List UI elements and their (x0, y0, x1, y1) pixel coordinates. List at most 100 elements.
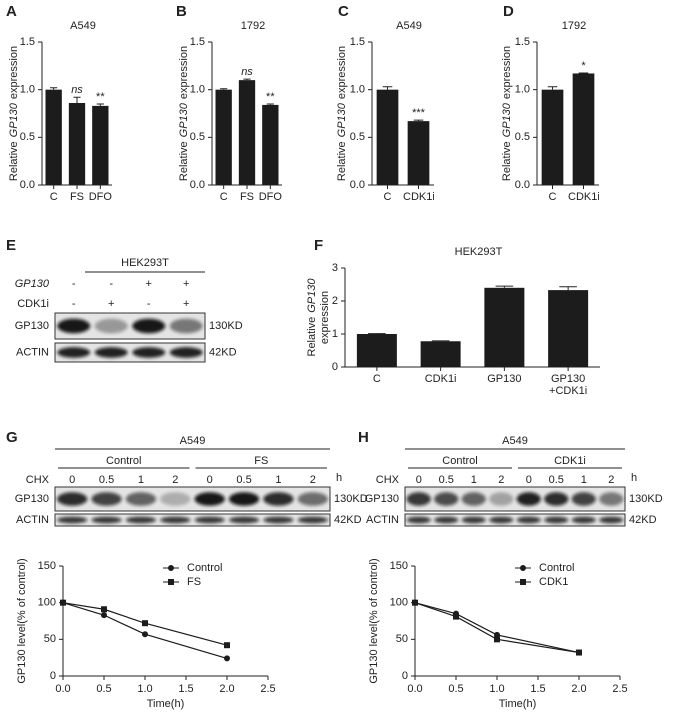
y-tick-label: 1.0 (350, 84, 365, 96)
error-bar (266, 103, 274, 105)
x-tick-label-box: GP130 (487, 373, 522, 385)
blot-band (132, 347, 166, 358)
point (60, 599, 66, 606)
time-label: 2 (172, 474, 178, 486)
treatment-sign: - (109, 278, 113, 290)
error-bar (547, 86, 558, 90)
blot-band (516, 492, 541, 506)
treatment-sign: - (72, 298, 76, 310)
x-tick-label: C (49, 191, 58, 203)
chart-title: A549 (396, 20, 422, 32)
row-label: GP130 (15, 278, 50, 290)
time-label: 2 (498, 474, 504, 486)
blot-band (57, 492, 88, 506)
x-tick-label: 0.0 (55, 683, 70, 695)
y-axis-label: Relative GP130 expression (178, 46, 190, 181)
blot-band (599, 516, 624, 524)
x-tick-label: 0.5 (448, 683, 463, 695)
blot-band (544, 492, 569, 506)
x-tick-label-box: C (549, 191, 557, 203)
legend-marker (168, 565, 174, 571)
y-axis-label-part: GP130 (178, 102, 190, 137)
y-tick-label: 2 (332, 295, 338, 307)
bar (262, 104, 279, 185)
blot-band (571, 516, 596, 524)
blot-title: A549 (180, 435, 206, 447)
point (412, 599, 418, 606)
x-tick-label-box: C (373, 373, 381, 385)
x-tick-label: GP130 (487, 373, 522, 385)
time-label: 0.5 (549, 474, 564, 486)
time-label: 0 (416, 474, 422, 486)
point (494, 636, 500, 643)
error-bar (73, 96, 81, 104)
row-label: CHX (26, 474, 50, 486)
unit-label: h (336, 472, 342, 484)
time-label: 1 (138, 474, 144, 486)
treatment-sign: + (183, 298, 189, 310)
bar (238, 80, 256, 185)
legend-marker (520, 579, 526, 585)
x-tick-label: DFO (258, 191, 282, 203)
blot-band (194, 492, 225, 506)
x-tick-label: C (219, 191, 228, 203)
band-size: 130KD (209, 320, 243, 332)
panel-label: G (6, 429, 18, 446)
bar (572, 73, 595, 185)
error-bar (495, 285, 514, 288)
legend-label: Control (187, 562, 222, 574)
band-size: 42KD (334, 514, 362, 526)
bar (420, 341, 461, 367)
y-tick-label: 0.5 (20, 131, 35, 143)
x-tick-label: CDK1i (403, 191, 434, 203)
group-label: FS (254, 455, 268, 467)
panel-label: A (6, 3, 17, 20)
x-tick-label-box: C (49, 191, 58, 203)
blot-band (461, 516, 486, 524)
time-label: 1 (275, 474, 281, 486)
band-size: 130KD (334, 493, 368, 505)
bar (215, 89, 232, 185)
band-label: GP130 (365, 493, 399, 505)
annotation: * (581, 60, 586, 72)
blot-band (406, 516, 431, 524)
x-tick-label: 2.5 (612, 683, 627, 695)
time-label: 2 (608, 474, 614, 486)
time-label: 0 (69, 474, 75, 486)
y-axis-label: GP130 level(% of control) (368, 558, 380, 683)
time-label: 0 (526, 474, 532, 486)
y-tick-label: 150 (390, 560, 408, 572)
blot-band (263, 516, 294, 524)
x-tick-label-box: CDK1i (425, 373, 457, 385)
y-tick-label: 1.0 (515, 84, 530, 96)
y-tick-label: 1.5 (515, 36, 530, 48)
x-tick-label: FS (239, 191, 255, 203)
blot-band (194, 516, 225, 524)
band-size: 130KD (629, 493, 663, 505)
error-bar (413, 119, 424, 122)
bar (356, 334, 397, 367)
x-tick-label: 0.5 (96, 683, 111, 695)
y-tick-label: 3 (332, 262, 338, 274)
bar (376, 89, 399, 185)
bar (45, 89, 62, 185)
y-axis-label: expression (319, 291, 331, 344)
panel-label: E (6, 237, 16, 254)
band-label: ACTIN (366, 514, 399, 526)
y-axis-label: GP130 level(% of control) (16, 558, 28, 683)
legend-marker (520, 565, 526, 571)
point (142, 620, 148, 627)
y-axis-label: Relative GP130 expression (336, 46, 348, 181)
y-tick-label: 0.5 (190, 131, 205, 143)
unit-label: h (631, 472, 637, 484)
blot-frame (54, 513, 331, 527)
x-tick-label-box: DFO (89, 191, 112, 203)
error-bar (382, 86, 393, 90)
y-axis-label: Relative GP130 (306, 278, 318, 357)
y-axis-label-part: Relative (336, 141, 348, 181)
y-tick-label: 0.0 (350, 179, 365, 191)
blot-band (169, 318, 203, 334)
annotation: ** (96, 91, 105, 103)
x-tick-label: 1.5 (178, 683, 193, 695)
blot-band (94, 347, 128, 358)
